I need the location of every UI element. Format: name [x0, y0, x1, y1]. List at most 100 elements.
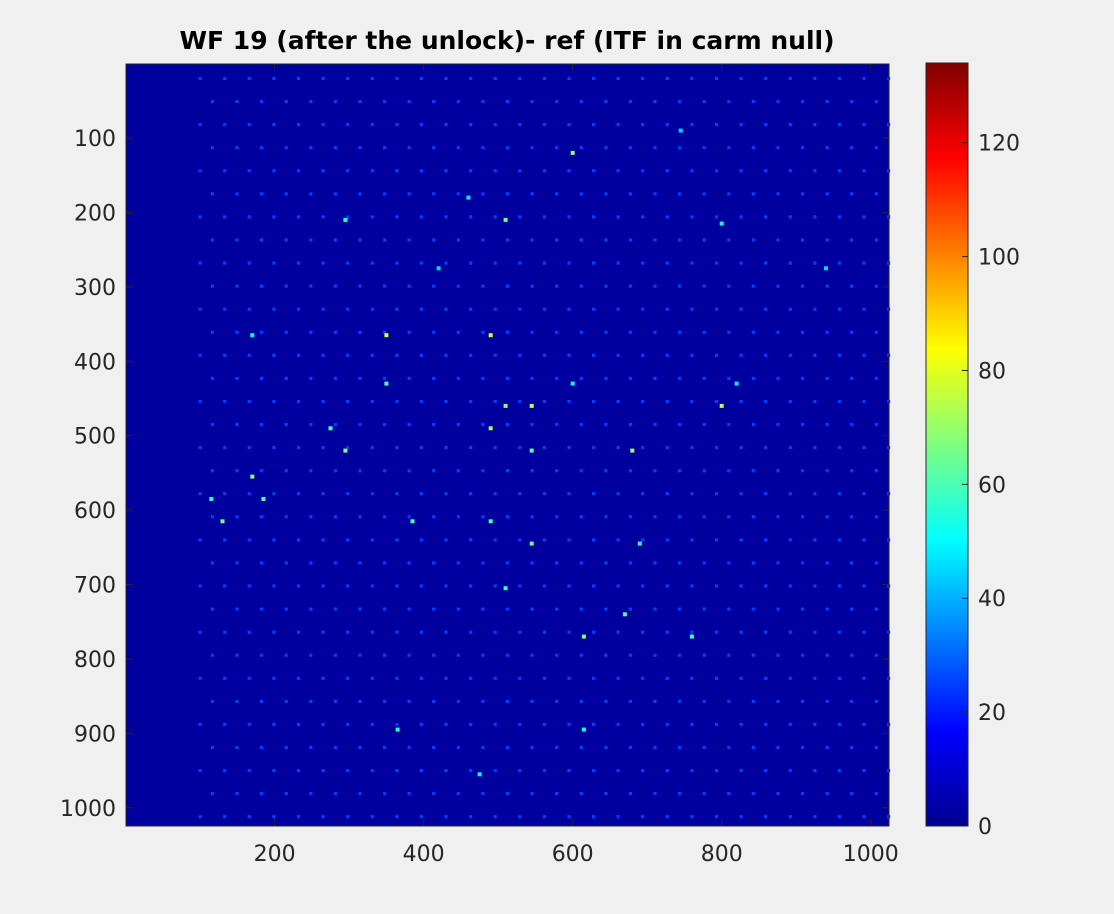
heatmap-spot — [616, 722, 620, 726]
heatmap-spot — [321, 261, 325, 265]
heatmap-spot — [321, 769, 325, 773]
heatmap-spot — [346, 76, 350, 81]
heatmap-spot — [653, 607, 657, 611]
heatmap-spot — [432, 699, 436, 703]
heatmap-spot — [788, 815, 792, 819]
heatmap-spot — [493, 215, 497, 219]
heatmap-spot — [825, 745, 829, 750]
heatmap-spot — [333, 330, 337, 334]
heatmap-spot — [592, 353, 596, 357]
heatmap-spot — [260, 469, 264, 473]
heatmap-spot — [284, 699, 288, 703]
heatmap-spot — [653, 469, 657, 473]
heatmap-spot — [358, 422, 362, 427]
heatmap-spot — [235, 238, 239, 242]
heatmap-bright-spot — [637, 541, 642, 546]
heatmap-bright-spot — [261, 497, 266, 501]
heatmap-spot — [813, 76, 817, 81]
heatmap-spot — [678, 469, 682, 473]
heatmap-spot — [383, 745, 387, 750]
heatmap-spot — [862, 446, 866, 450]
heatmap-spot — [579, 792, 583, 796]
heatmap-spot — [641, 446, 645, 450]
heatmap-spot — [260, 515, 264, 519]
heatmap-spot — [813, 123, 817, 127]
heatmap-spot — [493, 676, 497, 680]
heatmap-spot — [358, 284, 362, 288]
heatmap-spot — [383, 469, 387, 473]
heatmap-spot — [665, 538, 669, 542]
heatmap-spot — [505, 100, 510, 104]
heatmap-spot — [210, 561, 214, 565]
heatmap-spot — [321, 492, 325, 496]
heatmap-spot — [235, 422, 239, 427]
y-tick-label: 800 — [74, 648, 116, 673]
heatmap-spot — [579, 376, 583, 380]
heatmap-spot — [542, 169, 546, 173]
heatmap-spot — [456, 100, 460, 104]
heatmap-spot — [690, 676, 694, 680]
heatmap-spot — [862, 215, 866, 219]
heatmap-spot — [542, 123, 546, 127]
heatmap-spot — [383, 238, 387, 242]
heatmap-bright-spot — [384, 333, 389, 338]
heatmap-spot — [346, 215, 350, 219]
heatmap-spot — [419, 399, 423, 404]
heatmap-spot — [813, 399, 817, 404]
heatmap-spot — [727, 376, 731, 380]
heatmap-spot — [813, 722, 817, 726]
heatmap-spot — [223, 584, 227, 588]
heatmap-spot — [469, 630, 473, 634]
heatmap-spot — [321, 215, 325, 219]
heatmap-spot — [751, 100, 755, 104]
heatmap-spot — [567, 307, 571, 311]
heatmap-spot — [395, 722, 399, 726]
heatmap-spot — [665, 769, 669, 773]
colorbar-tick-label: 80 — [978, 359, 1006, 384]
heatmap-spot — [604, 745, 608, 750]
heatmap-spot — [346, 307, 350, 311]
heatmap-spot — [407, 469, 411, 473]
heatmap-spot — [530, 192, 534, 196]
heatmap-spot — [764, 630, 768, 634]
heatmap-spot — [555, 284, 559, 288]
heatmap-spot — [518, 769, 522, 773]
heatmap-spot — [223, 446, 227, 450]
heatmap-spot — [690, 261, 694, 265]
heatmap-spot — [751, 515, 755, 519]
heatmap-spot — [678, 192, 682, 196]
heatmap-spot — [346, 123, 350, 127]
heatmap-spot — [813, 261, 817, 265]
y-tick-label: 700 — [74, 574, 116, 599]
heatmap-spot — [530, 653, 534, 657]
heatmap-spot — [518, 815, 522, 819]
heatmap-spot — [764, 446, 768, 450]
heatmap-spot — [407, 792, 411, 796]
heatmap-spot — [296, 722, 301, 726]
heatmap-spot — [542, 722, 546, 726]
heatmap-spot — [616, 630, 620, 634]
heatmap-spot — [395, 630, 399, 634]
heatmap-spot — [862, 492, 866, 496]
heatmap-spot — [739, 123, 743, 127]
heatmap-spot — [198, 538, 202, 542]
heatmap-spot — [825, 515, 829, 519]
heatmap-spot — [469, 722, 473, 726]
heatmap-spot — [813, 584, 817, 588]
heatmap-spot — [874, 745, 878, 750]
heatmap-spot — [210, 100, 214, 104]
heatmap-spot — [628, 745, 632, 750]
heatmap-spot — [604, 792, 608, 796]
heatmap-spot — [210, 653, 214, 657]
heatmap-spot — [247, 446, 251, 450]
heatmap-spot — [530, 146, 534, 150]
heatmap-spot — [592, 584, 596, 588]
heatmap-spot — [432, 515, 436, 519]
heatmap-spot — [505, 699, 510, 703]
heatmap-spot — [505, 330, 510, 334]
heatmap-spot — [690, 353, 694, 357]
heatmap-spot — [555, 792, 559, 796]
heatmap-spot — [444, 399, 448, 404]
heatmap-spot — [469, 446, 473, 450]
heatmap-spot — [383, 192, 387, 196]
